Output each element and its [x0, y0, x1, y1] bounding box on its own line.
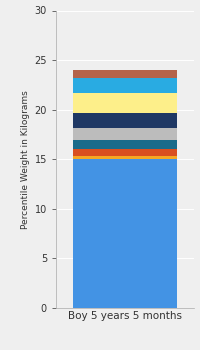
Y-axis label: Percentile Weight in Kilograms: Percentile Weight in Kilograms [21, 90, 30, 229]
Bar [73, 78, 177, 93]
Bar [73, 128, 177, 140]
Bar [73, 156, 177, 159]
Bar [73, 113, 177, 128]
Bar [73, 159, 177, 308]
Bar [73, 140, 177, 149]
Bar [73, 70, 177, 78]
Bar [73, 93, 177, 113]
Bar [73, 149, 177, 156]
